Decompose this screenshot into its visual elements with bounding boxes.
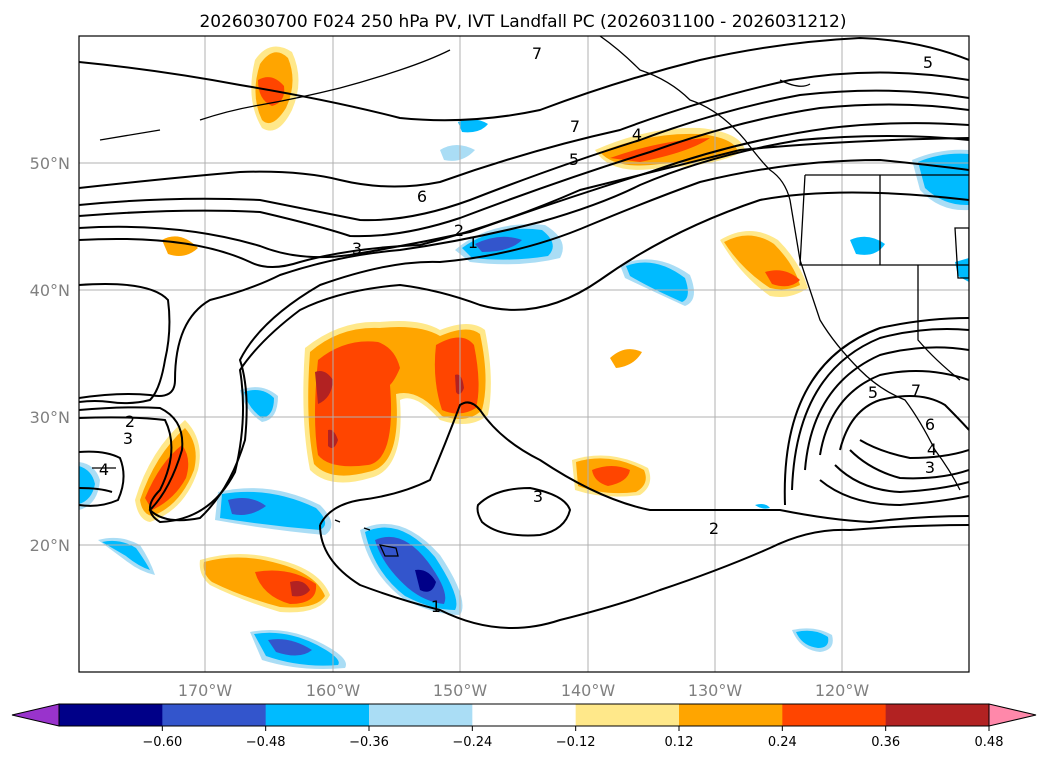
colorbar-outline — [58, 703, 990, 727]
contour-label: 1 — [468, 233, 478, 252]
colorbar-tick-label: 0.36 — [871, 735, 900, 750]
contour-label: 7 — [570, 117, 580, 136]
lon-label: 160°W — [306, 681, 361, 700]
colorbar-segment — [472, 704, 577, 726]
contour-label: 3 — [925, 458, 935, 477]
lon-label: 140°W — [561, 681, 616, 700]
colorbar: −0.60 −0.48 −0.36 −0.24 −0.12 0.12 0.24 0.36 0.4… — [11, 703, 1037, 750]
contour-label: 5 — [868, 383, 878, 402]
contour-label: 7 — [532, 44, 542, 63]
lat-label: 30°N — [30, 408, 70, 427]
colorbar-extend-max — [988, 703, 1037, 727]
colorbar-tick-label: −0.24 — [452, 735, 492, 750]
contour-label: 2 — [125, 412, 135, 431]
lat-label: 40°N — [30, 281, 70, 300]
lat-label: 50°N — [30, 154, 70, 173]
contour-label: 1 — [431, 597, 441, 616]
contour-label: 5 — [569, 150, 579, 169]
lon-label: 170°W — [178, 681, 233, 700]
contour-label: 6 — [925, 415, 935, 434]
colorbar-tick-label: −0.48 — [246, 735, 286, 750]
latitude-labels: 50°N 40°N 30°N 20°N — [30, 154, 70, 555]
colorbar-tick-label: 0.24 — [768, 735, 797, 750]
contour-label: 5 — [923, 53, 933, 72]
contour-label: 6 — [417, 187, 427, 206]
figure-title: 2026030700 F024 250 hPa PV, IVT Landfall… — [199, 12, 846, 32]
colorbar-segment — [679, 704, 783, 726]
contour-label: 7 — [911, 381, 921, 400]
colorbar-tick-label: −0.12 — [556, 735, 596, 750]
contour-label: 4 — [99, 460, 109, 479]
colorbar-tick-label: 0.48 — [975, 735, 1004, 750]
contour-label: 2 — [454, 221, 464, 240]
colorbar-segment — [265, 704, 370, 726]
ivt-contours — [79, 36, 969, 629]
contour-label: 3 — [352, 239, 362, 258]
contour-label: 4 — [632, 125, 642, 144]
colorbar-segment — [782, 704, 887, 726]
map-frame — [78, 35, 970, 673]
lon-label: 130°W — [688, 681, 743, 700]
colorbar-segment — [575, 704, 680, 726]
contour-label: 4 — [927, 440, 937, 459]
colorbar-segment — [59, 704, 163, 726]
lon-label: 150°W — [433, 681, 488, 700]
map-panel: 7 5 4 7 5 6 2 1 3 2 3 4 3 1 2 5 7 6 4 3 — [79, 36, 969, 672]
colorbar-segment — [885, 704, 990, 726]
contour-label: 3 — [533, 487, 543, 506]
pv-shading — [79, 46, 969, 669]
lat-label: 20°N — [30, 536, 70, 555]
contour-label: 2 — [709, 519, 719, 538]
colorbar-segment — [369, 704, 473, 726]
colorbar-extend-min — [11, 703, 60, 727]
colorbar-tick-label: −0.36 — [349, 735, 389, 750]
colorbar-tick-label: −0.60 — [142, 735, 182, 750]
contour-labels: 7 5 4 7 5 6 2 1 3 2 3 4 3 1 2 5 7 6 4 3 — [99, 44, 937, 616]
lon-label: 120°W — [815, 681, 870, 700]
colorbar-segment — [162, 704, 267, 726]
colorbar-tick-label: 0.12 — [665, 735, 694, 750]
contour-label: 3 — [123, 429, 133, 448]
longitude-labels: 170°W 160°W 150°W 140°W 130°W 120°W — [178, 681, 870, 700]
